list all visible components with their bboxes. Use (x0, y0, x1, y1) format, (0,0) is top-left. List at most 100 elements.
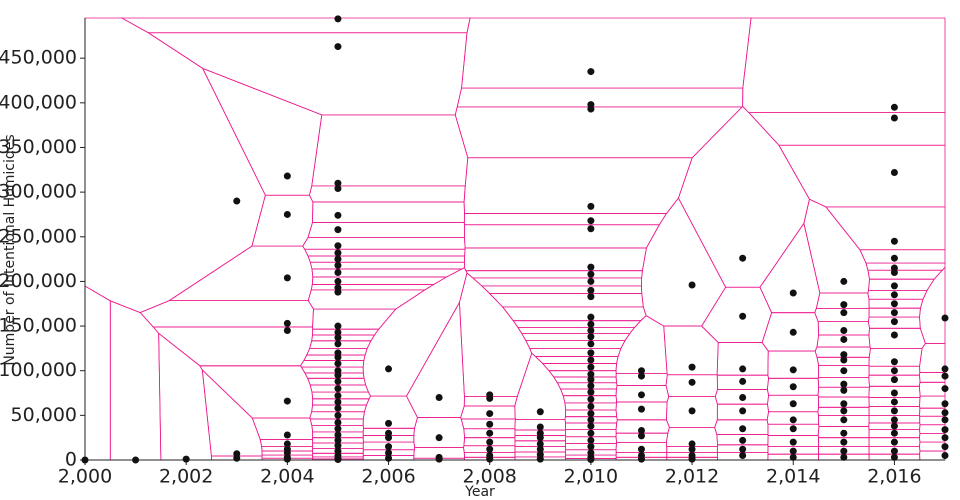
voronoi-cell (463, 213, 668, 226)
point (334, 328, 342, 336)
point (334, 334, 342, 342)
point (587, 333, 595, 341)
point (941, 452, 949, 460)
voronoi-cell (640, 197, 727, 327)
point (334, 268, 342, 276)
point (587, 320, 595, 328)
voronoi-cell (919, 441, 946, 452)
point (536, 440, 544, 448)
point (941, 314, 949, 322)
point (334, 456, 342, 464)
voronoi-cell (406, 301, 465, 418)
point (941, 385, 949, 393)
point (739, 452, 747, 460)
voronoi-cell (311, 334, 376, 342)
point (385, 449, 393, 457)
y-tick-label: 450,000 (0, 47, 77, 69)
voronoi-cell (300, 366, 364, 374)
point (890, 254, 898, 262)
voronoi-cell (307, 289, 427, 310)
point (385, 419, 393, 427)
voronoi-cell (919, 450, 946, 461)
voronoi-cell (251, 417, 314, 440)
point (334, 242, 342, 250)
point (334, 255, 342, 263)
y-tick-label: 0 (65, 449, 77, 471)
point (536, 408, 544, 416)
voronoi-cell (615, 401, 668, 421)
point (486, 455, 494, 463)
voronoi-cell (525, 339, 626, 349)
point (840, 438, 848, 446)
voronoi-cell (517, 326, 636, 335)
point (587, 270, 595, 278)
point (334, 226, 342, 234)
point (334, 185, 342, 193)
point (334, 15, 342, 23)
point (283, 210, 291, 218)
point (334, 179, 342, 187)
voronoi-cell (556, 382, 618, 390)
voronoi-cell (471, 277, 643, 287)
voronoi-cell (867, 269, 944, 280)
point (890, 389, 898, 397)
y-tick-label: 350,000 (0, 136, 77, 158)
point (739, 436, 747, 444)
point (739, 425, 747, 433)
voronoi-cell (463, 157, 693, 214)
point (890, 291, 898, 299)
voronoi-cell (464, 247, 647, 272)
point (941, 409, 949, 417)
voronoi-cell (311, 114, 469, 187)
voronoi-cell (312, 201, 465, 223)
point (435, 434, 443, 442)
voronoi-cell (307, 255, 466, 263)
point (890, 376, 898, 384)
voronoi-cell (463, 224, 661, 249)
point (587, 429, 595, 437)
point (739, 407, 747, 415)
point (890, 168, 898, 176)
voronoi-cell (919, 395, 946, 409)
point (182, 455, 190, 463)
point (840, 351, 848, 359)
voronoi-cell (362, 267, 468, 397)
point (334, 322, 342, 330)
point (840, 335, 848, 343)
voronoi-cell (146, 32, 468, 116)
point (637, 455, 645, 463)
x-tick-label: 2,010 (564, 466, 618, 488)
point (587, 388, 595, 396)
point (385, 454, 393, 462)
voronoi-cell (167, 245, 314, 302)
voronoi-cell (304, 248, 466, 257)
point (334, 211, 342, 219)
point (789, 328, 797, 336)
voronoi-cell (309, 261, 465, 270)
x-tick-label: 2,008 (463, 466, 517, 488)
point (840, 356, 848, 364)
point (536, 455, 544, 463)
point (688, 378, 696, 386)
voronoi-cell (919, 372, 946, 383)
point (435, 455, 443, 463)
point (334, 404, 342, 412)
point (587, 105, 595, 113)
voronoi-cell (201, 368, 263, 457)
voronoi-cell (84, 285, 111, 461)
point (587, 293, 595, 301)
point (688, 440, 696, 448)
point (890, 300, 898, 308)
point (587, 202, 595, 210)
point (637, 427, 645, 435)
point (283, 274, 291, 282)
point (637, 372, 645, 380)
point (587, 217, 595, 225)
point (840, 301, 848, 309)
point (587, 313, 595, 321)
point (890, 367, 898, 375)
voronoi-cell (868, 278, 935, 291)
point (587, 225, 595, 233)
point (890, 268, 898, 276)
point (789, 400, 797, 408)
